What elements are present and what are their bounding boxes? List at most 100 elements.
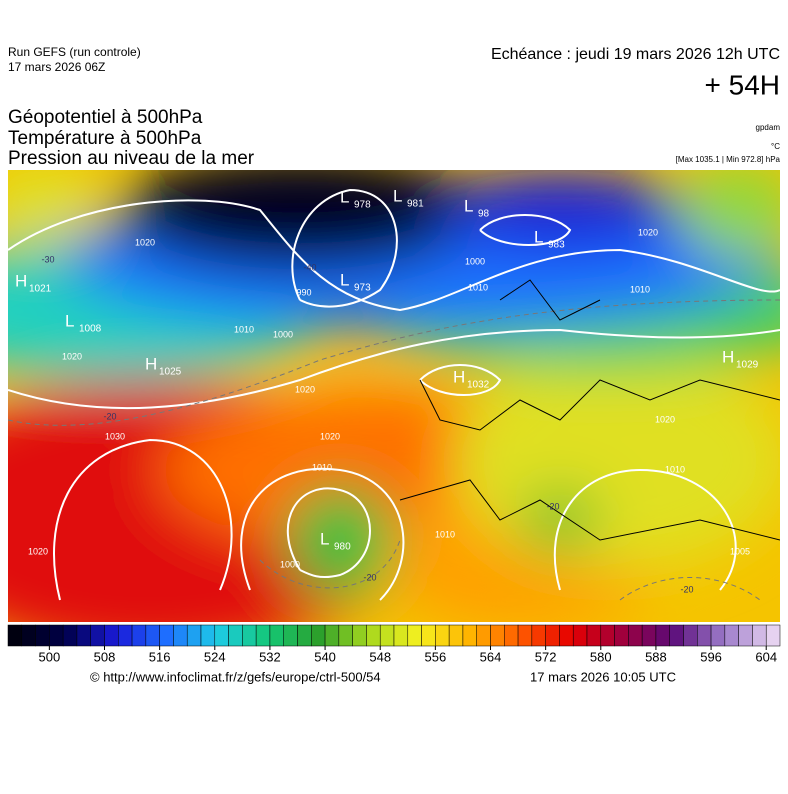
colorbar-swatch	[118, 624, 133, 647]
colorbar-swatch	[255, 624, 271, 647]
unit: [Max 1035.1 | Min 972.8] hPa	[676, 155, 781, 164]
center-type: L	[393, 186, 402, 205]
generated-time: 17 mars 2026 10:05 UTC	[530, 669, 676, 684]
center-type: H	[453, 367, 465, 386]
center-value: 1032	[467, 380, 490, 391]
coastlines	[399, 279, 780, 541]
colorbar-swatch	[407, 624, 422, 647]
colorbar-swatch	[283, 624, 298, 647]
center-type: L	[340, 270, 349, 289]
center-value: 981	[407, 199, 424, 210]
colorbar-swatch	[35, 624, 50, 647]
isobar-label: 1000	[465, 256, 485, 266]
map-field	[8, 170, 780, 622]
colorbar-swatch	[765, 624, 781, 647]
center-value: 973	[354, 283, 371, 294]
unit: °C	[771, 142, 780, 151]
center-value: 1008	[79, 324, 102, 335]
isobar-label: 1010	[234, 324, 254, 334]
isobar-label: 1020	[320, 431, 340, 441]
colorbar-swatch	[752, 624, 767, 647]
colorbar-tick-label: 572	[535, 649, 557, 664]
isobar-label: 1010	[435, 529, 455, 539]
run-name: Run GEFS (run controle)	[8, 45, 141, 59]
colorbar-swatch	[159, 624, 174, 647]
run-date: 17 mars 2026 06Z	[8, 60, 105, 74]
colorbar-swatch	[311, 624, 326, 647]
colorbar-swatch	[21, 624, 36, 647]
colorbar-tick-label: 508	[94, 649, 116, 664]
colorbar-tick-label: 596	[700, 649, 722, 664]
center-value: 983	[548, 240, 565, 251]
echeance: Echéance : jeudi 19 mars 2026 12h UTC	[491, 46, 780, 63]
isobar-label: 1020	[28, 546, 48, 556]
center-type: H	[722, 347, 734, 366]
colorbar-swatch	[586, 624, 602, 647]
center-value: 980	[334, 542, 351, 553]
colorbar-swatch	[724, 624, 739, 647]
colorbar-swatch	[214, 624, 229, 647]
colorbar-swatch	[90, 624, 105, 647]
colorbar-swatch	[545, 624, 560, 647]
colorbar-swatch	[338, 624, 353, 647]
isobar-label: 1005	[730, 546, 750, 556]
lead-time: + 54H	[705, 69, 781, 100]
center-type: L	[320, 529, 329, 548]
colorbar-swatch	[421, 624, 436, 647]
center-value: 1029	[736, 360, 759, 371]
center-type: H	[15, 271, 27, 290]
colorbar-swatch	[228, 624, 243, 647]
colorbar-tick-label: 540	[314, 649, 336, 664]
colorbar-swatch	[242, 624, 257, 647]
isobar-label: 1010	[468, 282, 488, 292]
colorbar-tick-label: 524	[204, 649, 226, 664]
colorbar-swatch	[269, 624, 284, 647]
colorbar-swatch	[600, 624, 615, 647]
colorbar-swatch	[200, 624, 216, 647]
colorbar-swatch	[186, 624, 202, 647]
temperature-label: -20	[363, 572, 376, 582]
colorbar-tick-label: 556	[425, 649, 447, 664]
colorbar-swatch	[490, 624, 505, 647]
center-type: L	[534, 227, 543, 246]
colorbar-tick-label: 548	[369, 649, 391, 664]
field-name: Géopotentiel à 500hPa	[8, 107, 203, 128]
colorbar-swatch	[366, 624, 381, 647]
colorbar-tick-label: 500	[39, 649, 61, 664]
colorbar-tick-label: 580	[590, 649, 612, 664]
isobar-label: 990	[296, 287, 311, 297]
center-value: 98	[478, 209, 490, 220]
colorbar-swatch	[131, 624, 147, 647]
isobar-label: 1020	[135, 237, 155, 247]
center-type: L	[464, 196, 473, 215]
colorbar-tick-label: 588	[645, 649, 667, 664]
unit: gpdam	[756, 123, 781, 132]
center-type: L	[340, 187, 349, 206]
colorbar-swatch	[517, 624, 533, 647]
isobars	[8, 188, 780, 601]
colorbar-swatch	[655, 624, 670, 647]
colorbar-tick-label: 564	[480, 649, 502, 664]
isobar-label: 1020	[295, 384, 315, 394]
colorbar-tick-label: 516	[149, 649, 171, 664]
isobar-label: 1020	[655, 414, 675, 424]
isobar-label: 1020	[638, 227, 658, 237]
colorbar-swatch	[62, 624, 78, 647]
colorbar-swatch	[476, 624, 491, 647]
colorbar-tick-label: 532	[259, 649, 281, 664]
isobar-label: 1030	[105, 431, 125, 441]
colorbar-swatch	[572, 624, 588, 647]
isobar-label: 1000	[280, 559, 300, 569]
colorbar-swatch	[145, 624, 160, 647]
center-type: L	[65, 311, 74, 330]
source-url: © http://www.infoclimat.fr/z/gefs/europe…	[90, 669, 381, 684]
isobar-label: 1020	[62, 351, 82, 361]
colorbar-swatch	[559, 624, 574, 647]
colorbar-swatch	[352, 624, 367, 647]
colorbar-swatch	[669, 624, 684, 647]
temperature-label: -30	[41, 254, 54, 264]
colorbar-swatch	[448, 624, 464, 647]
center-value: 978	[354, 200, 371, 211]
colorbar-swatch	[49, 624, 64, 647]
